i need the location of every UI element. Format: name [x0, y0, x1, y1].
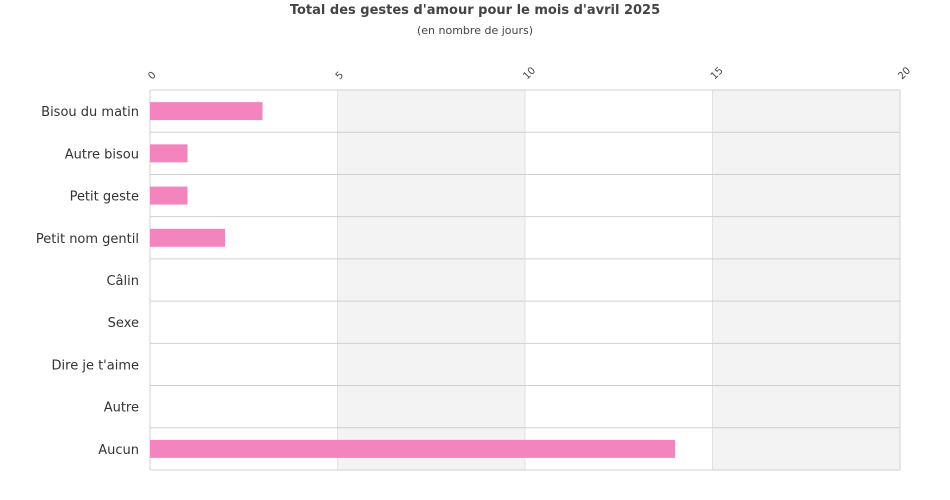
bar-0: [150, 102, 263, 121]
x-tick-label: 5: [334, 70, 346, 82]
category-label: Câlin: [106, 274, 139, 289]
chart-title: Total des gestes d'amour pour le mois d'…: [289, 3, 661, 18]
category-label: Autre: [104, 401, 139, 416]
bar-1: [150, 144, 188, 163]
x-tick-label: 10: [521, 65, 538, 82]
bar-3: [150, 228, 225, 247]
grid-band: [712, 90, 900, 470]
x-tick-label: 0: [146, 70, 158, 82]
x-tick-label: 15: [709, 65, 726, 82]
category-label: Petit nom gentil: [36, 232, 139, 247]
x-tick-label: 20: [896, 65, 913, 82]
category-label: Autre bisou: [65, 147, 139, 162]
category-label: Petit geste: [70, 190, 139, 205]
bar-8: [150, 439, 675, 458]
category-label: Dire je t'aime: [52, 358, 139, 373]
category-label: Bisou du matin: [41, 105, 139, 120]
category-label: Aucun: [98, 443, 139, 458]
chart-subtitle: (en nombre de jours): [416, 24, 534, 37]
category-label: Sexe: [108, 316, 139, 331]
bar-2: [150, 186, 188, 205]
grid-band: [337, 90, 525, 470]
